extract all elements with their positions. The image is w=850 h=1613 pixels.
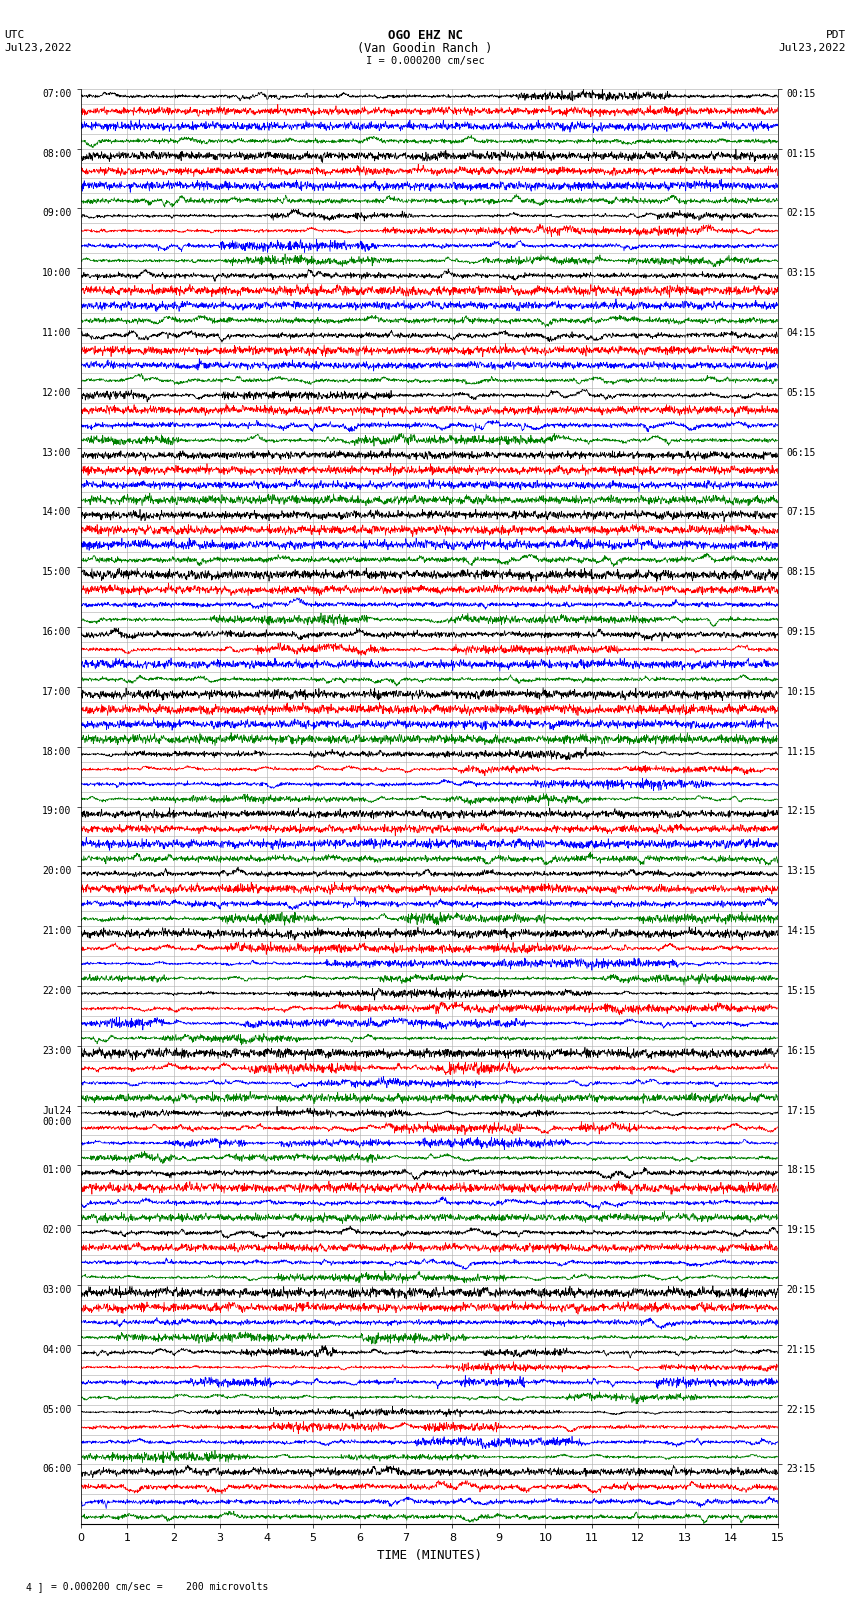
- Text: Jul23,2022: Jul23,2022: [4, 44, 71, 53]
- Text: (Van Goodin Ranch ): (Van Goodin Ranch ): [357, 42, 493, 55]
- Text: PDT: PDT: [825, 31, 846, 40]
- Text: I = 0.000200 cm/sec: I = 0.000200 cm/sec: [366, 56, 484, 66]
- Text: = 0.000200 cm/sec =    200 microvolts: = 0.000200 cm/sec = 200 microvolts: [51, 1582, 269, 1592]
- Text: 4 ]: 4 ]: [26, 1582, 43, 1592]
- Text: OGO EHZ NC: OGO EHZ NC: [388, 29, 462, 42]
- Text: UTC: UTC: [4, 31, 25, 40]
- Text: Jul23,2022: Jul23,2022: [779, 44, 846, 53]
- X-axis label: TIME (MINUTES): TIME (MINUTES): [377, 1548, 482, 1561]
